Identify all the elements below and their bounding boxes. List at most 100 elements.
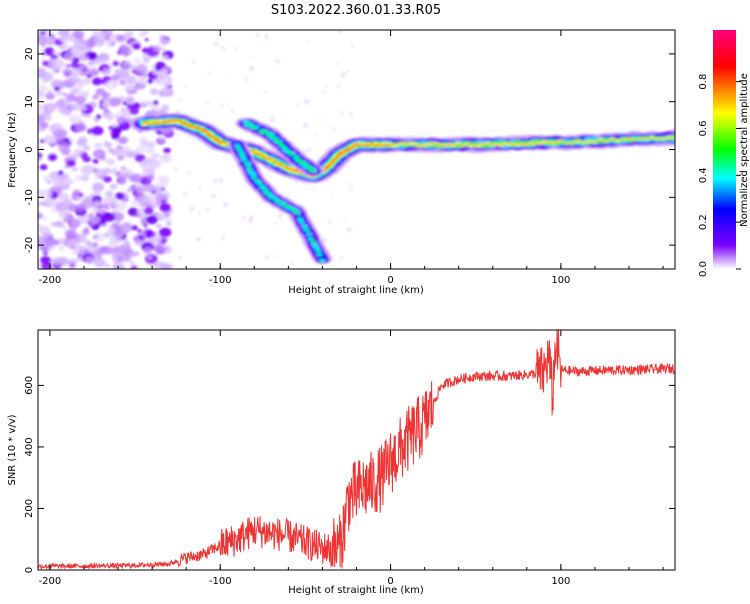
noise-blob bbox=[329, 194, 333, 197]
noise-blob bbox=[340, 71, 346, 77]
noise-blob bbox=[152, 140, 158, 146]
spectrogram-blobs bbox=[38, 30, 675, 269]
carrier-blob bbox=[616, 138, 620, 140]
noise-blob bbox=[155, 223, 162, 229]
carrier-blob bbox=[167, 121, 171, 123]
carrier-blob bbox=[368, 144, 372, 147]
noise-blob bbox=[161, 104, 170, 112]
carrier-blob bbox=[520, 143, 524, 146]
carrier-blob bbox=[182, 121, 186, 123]
noise-blob bbox=[42, 60, 50, 67]
snr-xtick-label: -200 bbox=[39, 576, 62, 587]
noise-blob bbox=[94, 142, 102, 149]
branch-lower-blob bbox=[286, 204, 291, 207]
carrier-blob bbox=[473, 145, 477, 147]
noise-blob bbox=[75, 122, 88, 133]
noise-blob bbox=[123, 254, 132, 261]
branch-upper-blob bbox=[254, 126, 259, 129]
branch-lower-blob bbox=[238, 150, 243, 153]
noise-blob bbox=[63, 51, 76, 61]
noise-blob bbox=[159, 153, 172, 164]
carrier-blob bbox=[255, 152, 258, 155]
carrier-blob bbox=[199, 127, 203, 130]
spectrogram-ytick-label: -10 bbox=[24, 189, 35, 205]
carrier-blob bbox=[334, 158, 338, 161]
noise-blob bbox=[66, 159, 76, 167]
noise-blob bbox=[53, 86, 60, 92]
noise-blob bbox=[198, 212, 201, 215]
noise-blob bbox=[263, 91, 267, 95]
carrier-blob bbox=[650, 138, 654, 140]
noise-blob bbox=[104, 80, 118, 90]
carrier-blob bbox=[451, 144, 457, 147]
carrier-blob bbox=[598, 137, 603, 141]
noise-blob bbox=[337, 84, 341, 88]
noise-blob bbox=[155, 66, 162, 72]
carrier-blob bbox=[542, 143, 545, 145]
noise-blob bbox=[148, 159, 161, 169]
noise-blob bbox=[346, 165, 349, 168]
noise-blob bbox=[174, 140, 178, 143]
branch-lower-blob bbox=[306, 232, 313, 236]
noise-blob bbox=[107, 249, 113, 254]
noise-blob bbox=[69, 76, 79, 83]
noise-blob bbox=[46, 180, 51, 184]
snr-ytick-label: 200 bbox=[24, 499, 35, 518]
branch-lower-blob bbox=[249, 172, 257, 177]
noise-blob bbox=[38, 262, 42, 267]
noise-blob bbox=[93, 232, 106, 242]
carrier-blob bbox=[464, 142, 469, 146]
noise-blob bbox=[327, 220, 332, 224]
colorbar-tick-label: 0.0 bbox=[698, 261, 709, 277]
noise-blob bbox=[103, 176, 112, 183]
branch-upper-blob bbox=[280, 143, 285, 146]
branch-upper-blob bbox=[307, 166, 312, 169]
noise-blob bbox=[86, 74, 92, 79]
noise-blob bbox=[136, 185, 145, 193]
noise-blob bbox=[128, 260, 135, 266]
branch-upper-blob bbox=[264, 130, 269, 133]
noise-blob bbox=[57, 142, 70, 152]
noise-blob bbox=[340, 111, 344, 115]
branch-lower-blob bbox=[295, 211, 300, 213]
noise-blob bbox=[38, 115, 46, 124]
noise-blob bbox=[183, 192, 188, 196]
snr-frame bbox=[37, 329, 676, 571]
noise-blob bbox=[249, 65, 255, 71]
noise-blob bbox=[101, 92, 108, 97]
carrier-blob bbox=[575, 140, 581, 143]
noise-blob bbox=[40, 31, 46, 35]
carrier-blob bbox=[434, 142, 440, 145]
branch-upper-blob bbox=[312, 169, 316, 172]
noise-blob bbox=[270, 117, 275, 122]
carrier-blob bbox=[627, 137, 631, 139]
noise-blob bbox=[38, 201, 45, 207]
figure-title: S103.2022.360.01.33.R05 bbox=[271, 3, 441, 18]
noise-blob bbox=[108, 239, 119, 248]
noise-blob bbox=[116, 116, 127, 124]
noise-blob bbox=[337, 30, 342, 34]
branch-upper-blob bbox=[269, 135, 274, 138]
noise-blob bbox=[126, 151, 135, 158]
noise-blob bbox=[123, 238, 129, 243]
carrier-blob bbox=[351, 147, 355, 149]
noise-blob bbox=[92, 182, 105, 192]
carrier-blob bbox=[164, 121, 168, 124]
noise-blob bbox=[350, 44, 354, 48]
noise-blob bbox=[130, 266, 138, 269]
carrier-blob bbox=[344, 151, 348, 153]
branch-lower-blob bbox=[301, 223, 305, 226]
carrier-blob bbox=[332, 161, 336, 163]
branch-lower-blob bbox=[313, 245, 317, 248]
carrier-blob bbox=[443, 144, 447, 147]
noise-blob bbox=[146, 215, 158, 225]
noise-blob bbox=[46, 135, 58, 145]
noise-blob bbox=[103, 212, 111, 218]
noise-blob bbox=[51, 176, 65, 187]
noise-blob bbox=[103, 140, 110, 147]
noise-blob bbox=[127, 207, 139, 217]
noise-blob bbox=[58, 209, 70, 219]
noise-blob bbox=[120, 166, 127, 171]
noise-blob bbox=[319, 119, 322, 122]
